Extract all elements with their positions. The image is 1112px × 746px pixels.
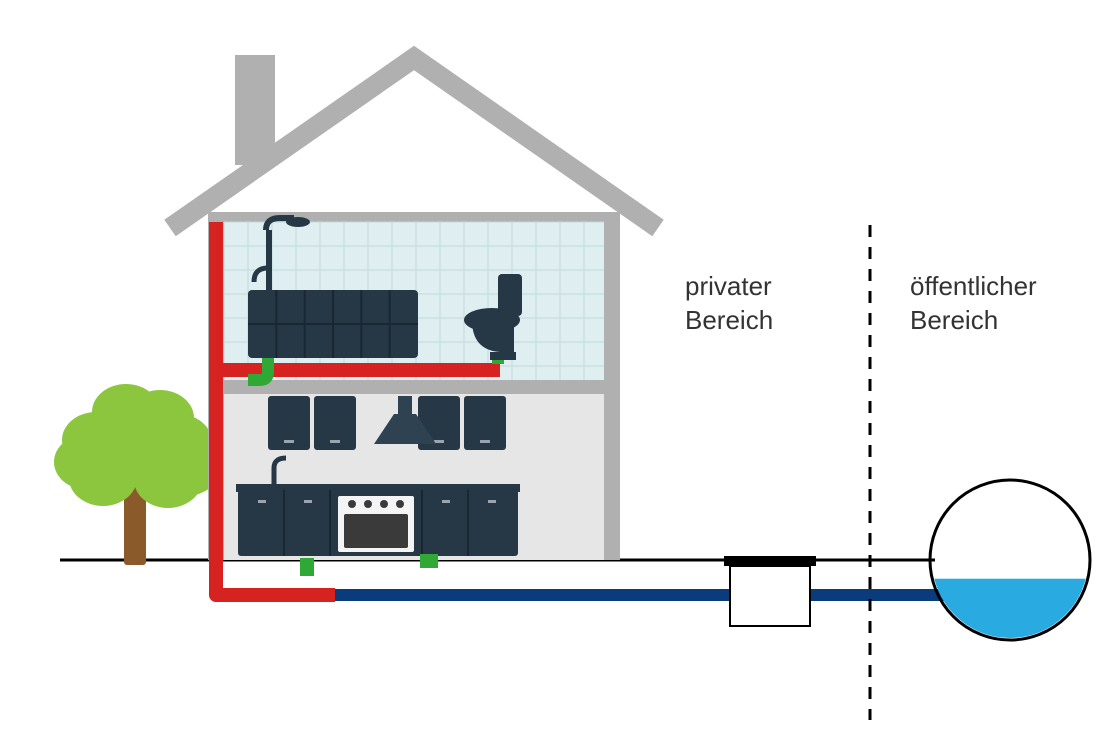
sewer-water [930,579,1090,640]
label-private: privater Bereich [685,270,773,338]
diagram-stage: privater Bereich öffentlicher Bereich [0,0,1112,746]
ground-drain-1 [420,554,438,568]
inspection-box [730,566,810,626]
label-public-l1: öffentlicher [910,270,1037,304]
label-public-l2: Bereich [910,304,1037,338]
wall-right [604,212,620,560]
ground-drain-0 [300,558,314,576]
inspection-lid [724,556,816,566]
label-public: öffentlicher Bereich [910,270,1037,338]
tree-crown [54,384,220,508]
diagram-svg [0,0,1112,746]
floor-slab [224,380,604,394]
label-private-l2: Bereich [685,304,773,338]
label-private-l1: privater [685,270,773,304]
